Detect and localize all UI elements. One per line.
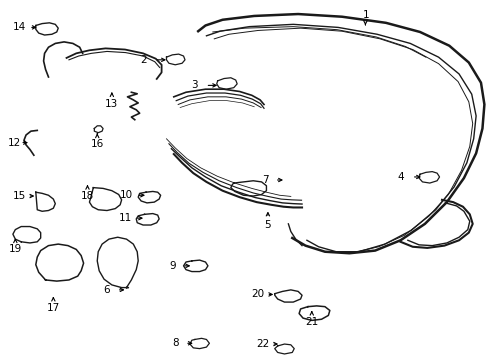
Text: 1: 1: [363, 10, 369, 20]
Text: 7: 7: [261, 175, 268, 185]
Text: 2: 2: [140, 55, 146, 65]
Text: 22: 22: [256, 339, 269, 349]
Text: 4: 4: [396, 172, 403, 182]
Text: 9: 9: [169, 261, 175, 271]
Text: 5: 5: [264, 220, 271, 230]
Text: 15: 15: [13, 191, 26, 201]
Text: 6: 6: [103, 285, 110, 295]
Text: 20: 20: [251, 289, 264, 300]
Text: 10: 10: [120, 190, 133, 200]
Text: 17: 17: [47, 303, 60, 313]
Text: 19: 19: [9, 244, 22, 255]
Text: 14: 14: [13, 22, 26, 32]
Text: 16: 16: [90, 139, 103, 149]
Text: 11: 11: [118, 213, 131, 223]
Text: 12: 12: [8, 138, 21, 148]
Text: 13: 13: [105, 99, 118, 109]
Text: 3: 3: [191, 80, 197, 90]
Text: 8: 8: [172, 338, 178, 348]
Text: 18: 18: [81, 191, 94, 201]
Text: 21: 21: [305, 317, 318, 327]
